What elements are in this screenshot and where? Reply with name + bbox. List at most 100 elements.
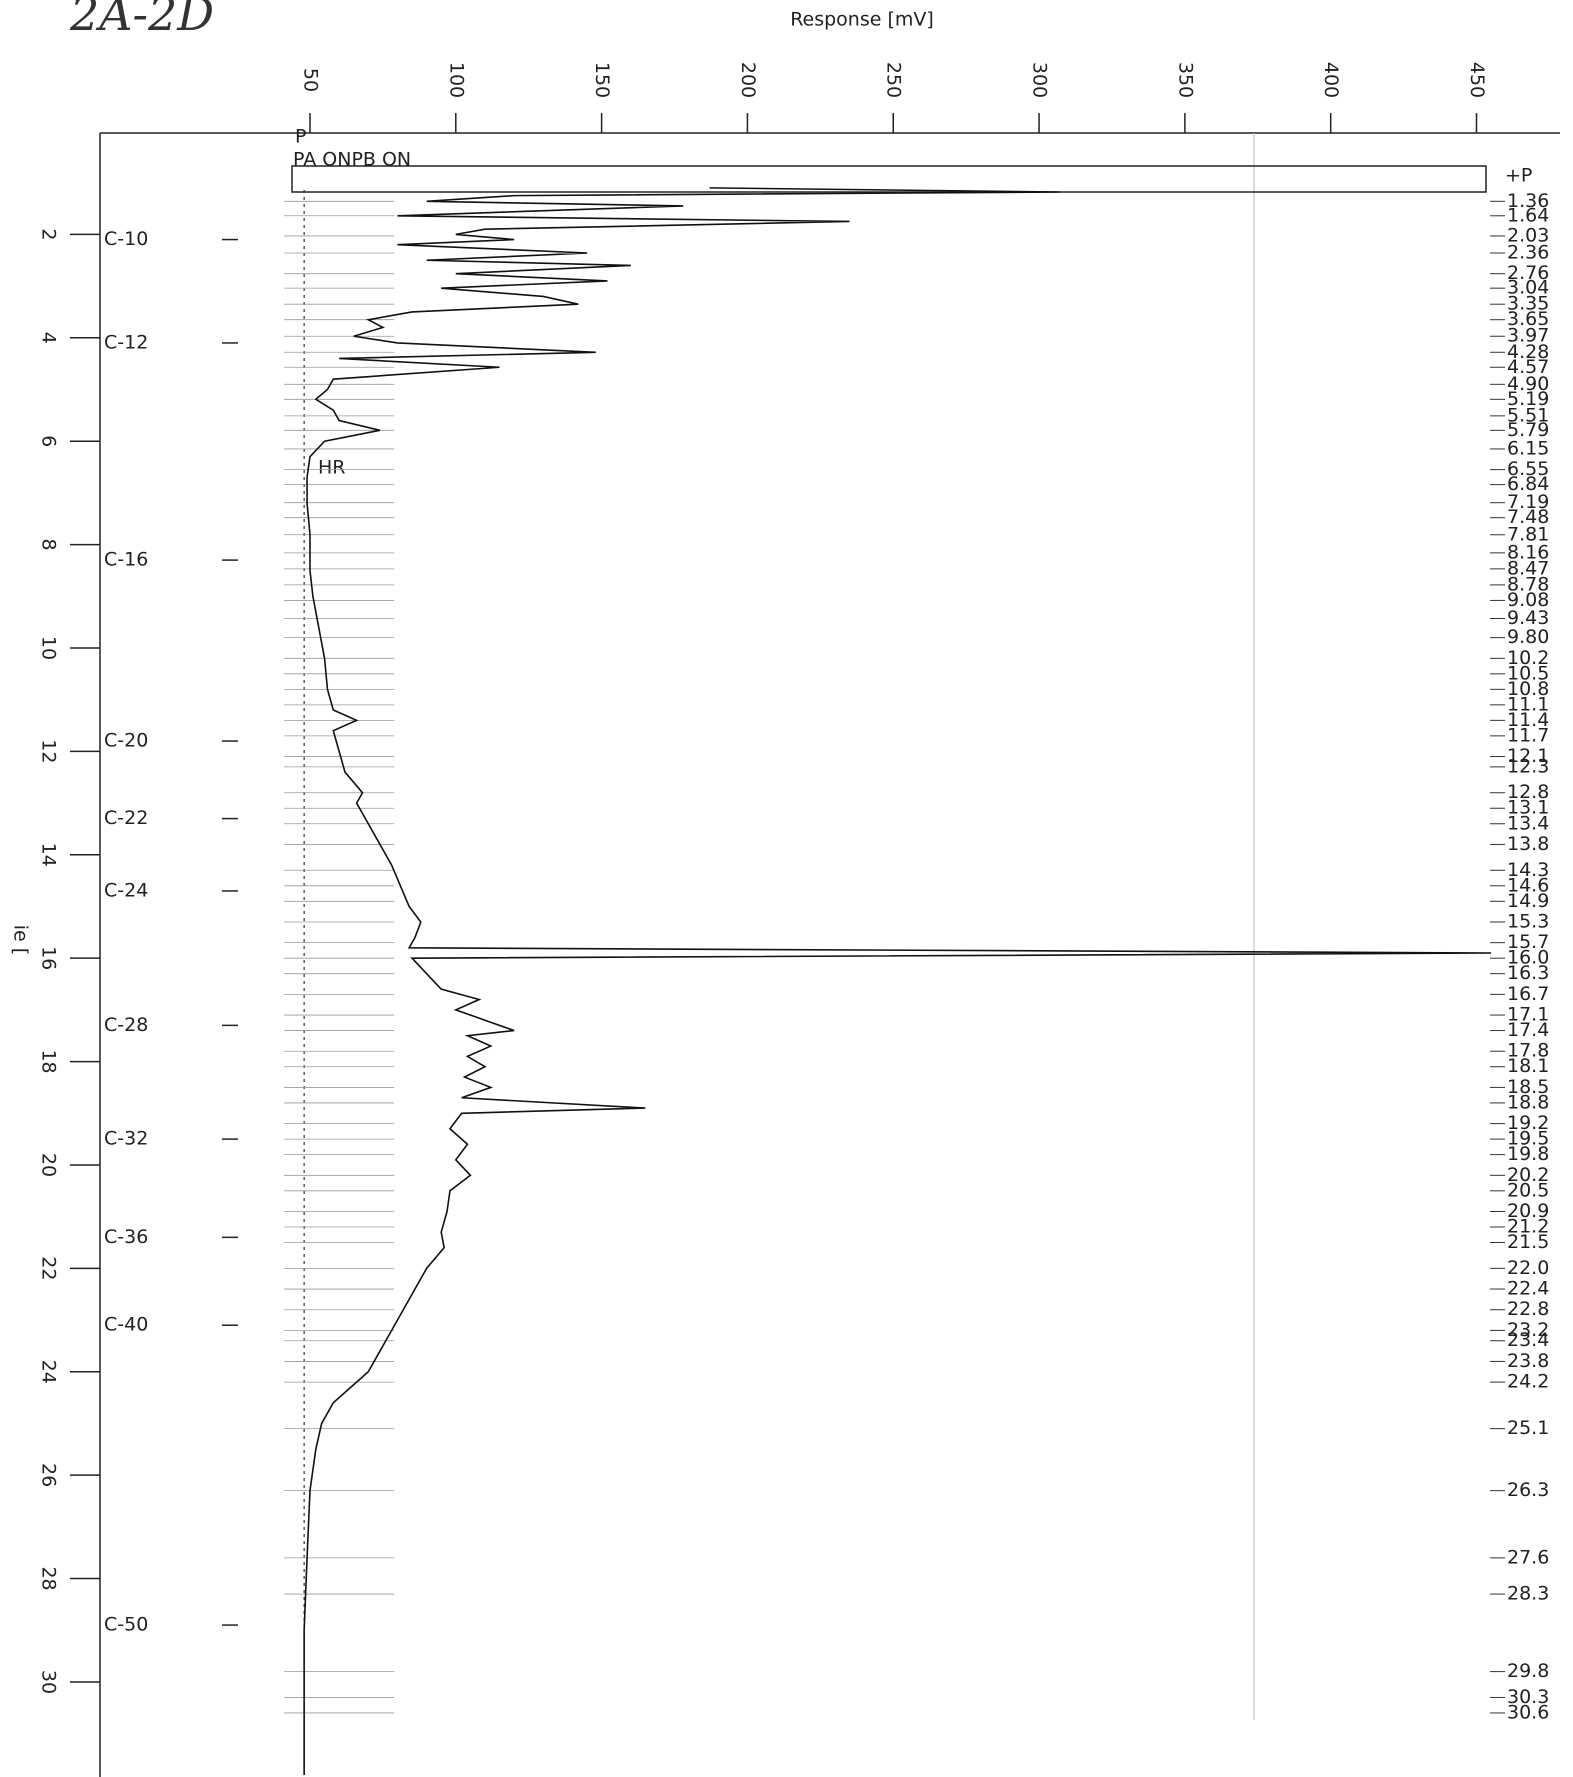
peak-label: 2.76 [1507, 262, 1549, 284]
carbon-marker: C-40 [104, 1314, 148, 1336]
x-tick-label: 400 [1320, 62, 1342, 98]
y-tick-label: 22 [38, 1256, 60, 1280]
peak-label: 8.78 [1507, 573, 1549, 595]
y-tick-label: 6 [38, 435, 60, 447]
peak-label: 10.2 [1507, 647, 1549, 669]
peak-label: 7.19 [1507, 491, 1549, 513]
y-tick-label: 30 [38, 1670, 60, 1694]
carbon-marker: C-12 [104, 331, 148, 353]
peak-label: 25.1 [1507, 1417, 1549, 1439]
peak-label: 23.4 [1507, 1329, 1549, 1351]
annotation: HR [318, 457, 346, 479]
x-tick-label: 250 [883, 62, 905, 98]
peak-label: 13.8 [1507, 833, 1549, 855]
peak-label: 7.81 [1507, 523, 1549, 545]
peak-label: 3.04 [1507, 277, 1549, 299]
carbon-marker: C-28 [104, 1014, 148, 1036]
peak-label: 11.4 [1507, 709, 1549, 731]
peak-label: 4.90 [1507, 373, 1549, 395]
peak-label: 11.1 [1507, 693, 1549, 715]
peak-label: 22.4 [1507, 1278, 1549, 1300]
y-tick-label: 24 [38, 1360, 60, 1384]
peak-label: 14.9 [1507, 890, 1549, 912]
peak-label: 13.4 [1507, 812, 1549, 834]
y-tick-label: 10 [38, 636, 60, 660]
peak-label: 14.6 [1507, 874, 1549, 896]
y-tick-label: 8 [38, 539, 60, 551]
peak-label: 28.3 [1507, 1583, 1549, 1605]
x-tick-label: 200 [737, 62, 759, 98]
y-tick-label: 18 [38, 1049, 60, 1073]
y-tick-label: 2 [38, 228, 60, 240]
peak-label: 13.1 [1507, 797, 1549, 819]
x-axis-title: Response [mV] [790, 9, 934, 31]
carbon-marker: C-16 [104, 549, 148, 571]
peak-label: 17.1 [1507, 1004, 1549, 1026]
peak-label: 6.15 [1507, 437, 1549, 459]
peak-label: 18.5 [1507, 1076, 1549, 1098]
peak-label: 23.8 [1507, 1350, 1549, 1372]
peak-label: 21.5 [1507, 1231, 1549, 1253]
peak-label: 2.36 [1507, 242, 1549, 264]
peak-label: 9.80 [1507, 626, 1549, 648]
peak-label: 5.19 [1507, 388, 1549, 410]
x-tick-label: 150 [591, 62, 613, 98]
x-tick-label: 350 [1174, 62, 1196, 98]
peak-label: 17.8 [1507, 1040, 1549, 1062]
peak-label: 20.9 [1507, 1200, 1549, 1222]
peak-label: 8.16 [1507, 541, 1549, 563]
peak-label: 20.2 [1507, 1164, 1549, 1186]
peak-label: 2.03 [1507, 224, 1549, 246]
peak-label: 4.28 [1507, 341, 1549, 363]
annotation: +P [1505, 165, 1532, 187]
peak-label: 23.2 [1507, 1319, 1549, 1341]
solvent-peak-box [291, 165, 1487, 193]
x-tick-label: 50 [299, 68, 321, 92]
peak-label: 16.3 [1507, 962, 1549, 984]
y-tick-label: 20 [38, 1153, 60, 1177]
carbon-marker: C-50 [104, 1614, 148, 1636]
peak-label: 20.5 [1507, 1179, 1549, 1201]
peak-label: 26.3 [1507, 1479, 1549, 1501]
peak-label: 5.79 [1507, 419, 1549, 441]
peak-label: 15.3 [1507, 910, 1549, 932]
peak-label: 5.51 [1507, 404, 1549, 426]
peak-label: 12.1 [1507, 745, 1549, 767]
carbon-marker: C-24 [104, 879, 148, 901]
carbon-marker: C-32 [104, 1128, 148, 1150]
x-tick-label: 100 [445, 62, 467, 98]
carbon-marker: C-20 [104, 730, 148, 752]
peak-label: 3.97 [1507, 325, 1549, 347]
peak-label: 29.8 [1507, 1660, 1549, 1682]
peak-label: 3.35 [1507, 293, 1549, 315]
peak-label: 10.5 [1507, 662, 1549, 684]
y-tick-label: 16 [38, 946, 60, 970]
annotation: PA ONPB ON [293, 149, 411, 171]
peak-label: 7.48 [1507, 506, 1549, 528]
peak-label: 10.8 [1507, 678, 1549, 700]
peak-label: 12.3 [1507, 755, 1549, 777]
peak-label: 19.8 [1507, 1143, 1549, 1165]
peak-label: 22.8 [1507, 1298, 1549, 1320]
y-tick-label: 14 [38, 843, 60, 867]
peak-label: 16.7 [1507, 983, 1549, 1005]
peak-label: 24.2 [1507, 1371, 1549, 1393]
peak-label: 3.65 [1507, 308, 1549, 330]
peak-label: 6.55 [1507, 458, 1549, 480]
annotation: P [295, 126, 306, 148]
carbon-marker: C-22 [104, 807, 148, 829]
x-tick-label: 300 [1029, 62, 1051, 98]
peak-label: 6.84 [1507, 473, 1549, 495]
y-tick-label: 28 [38, 1566, 60, 1590]
x-tick-label: 450 [1466, 62, 1488, 98]
peak-label: 9.43 [1507, 607, 1549, 629]
peak-label: 27.6 [1507, 1546, 1549, 1568]
peak-label: 17.4 [1507, 1019, 1549, 1041]
peak-label: 12.8 [1507, 781, 1549, 803]
peak-label: 1.36 [1507, 190, 1549, 212]
carbon-marker: C-36 [104, 1226, 148, 1248]
peak-label: 14.3 [1507, 859, 1549, 881]
peak-label: 9.08 [1507, 589, 1549, 611]
peak-label: 16.0 [1507, 947, 1549, 969]
